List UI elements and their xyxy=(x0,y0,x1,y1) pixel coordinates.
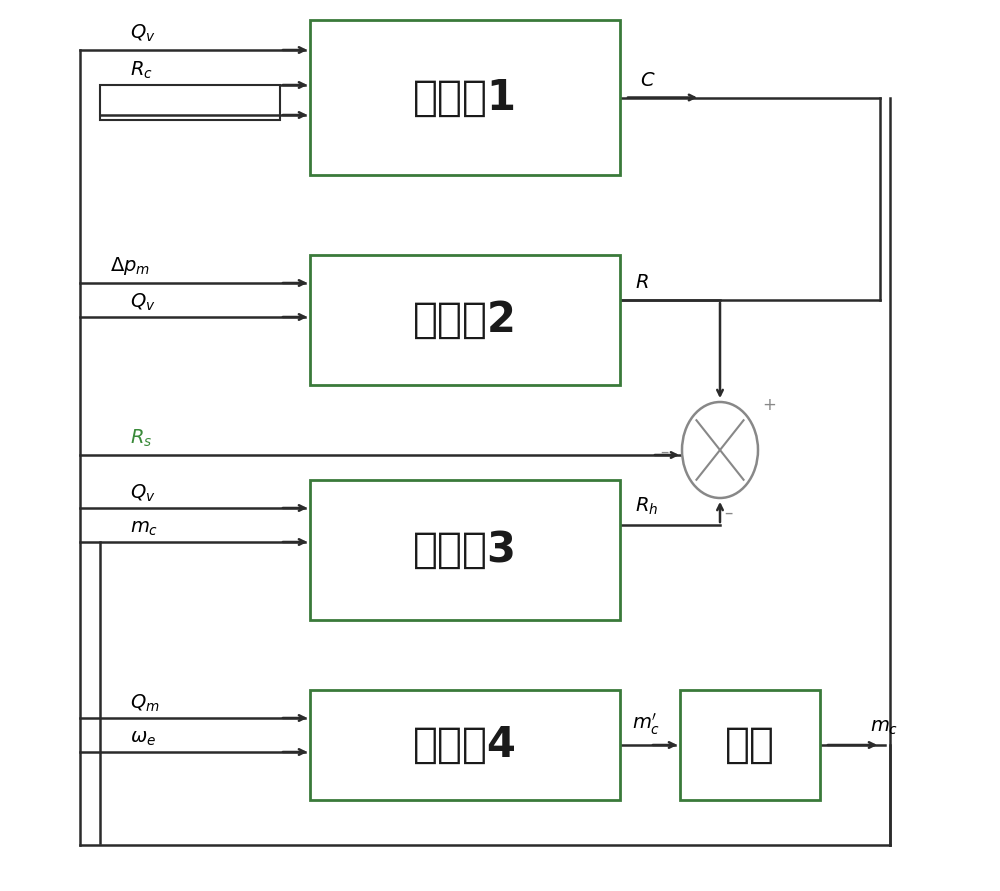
Bar xyxy=(310,20,620,175)
Text: $Q_v$: $Q_v$ xyxy=(130,291,156,313)
Bar xyxy=(100,85,280,120)
Text: $Q_m$: $Q_m$ xyxy=(130,692,160,714)
Text: $R_h$: $R_h$ xyxy=(635,495,658,517)
Text: $\omega_e$: $\omega_e$ xyxy=(130,729,156,748)
Text: $R$: $R$ xyxy=(635,273,649,292)
Text: $m_c$: $m_c$ xyxy=(870,718,898,737)
Text: $Q_v$: $Q_v$ xyxy=(130,22,156,44)
Bar xyxy=(680,690,820,800)
Text: 脉谱图1: 脉谱图1 xyxy=(413,77,517,119)
Text: $R_c$: $R_c$ xyxy=(130,60,153,81)
Text: $C$: $C$ xyxy=(640,70,656,89)
Text: $m_c'$: $m_c'$ xyxy=(632,712,660,737)
Text: $R_s$: $R_s$ xyxy=(130,428,152,449)
Text: +: + xyxy=(762,396,776,414)
Text: 脉谱图3: 脉谱图3 xyxy=(413,529,517,571)
Text: 积分: 积分 xyxy=(725,724,775,766)
Text: $\Delta p_m$: $\Delta p_m$ xyxy=(110,255,150,277)
Text: $Q_v$: $Q_v$ xyxy=(130,483,156,504)
Bar xyxy=(310,690,620,800)
Text: –: – xyxy=(724,504,732,522)
Text: –: – xyxy=(660,443,668,461)
Text: $m_c$: $m_c$ xyxy=(130,519,158,538)
Text: 脉谱图2: 脉谱图2 xyxy=(413,299,517,341)
Bar xyxy=(310,255,620,385)
Text: 脉谱图4: 脉谱图4 xyxy=(413,724,517,766)
Bar xyxy=(310,480,620,620)
